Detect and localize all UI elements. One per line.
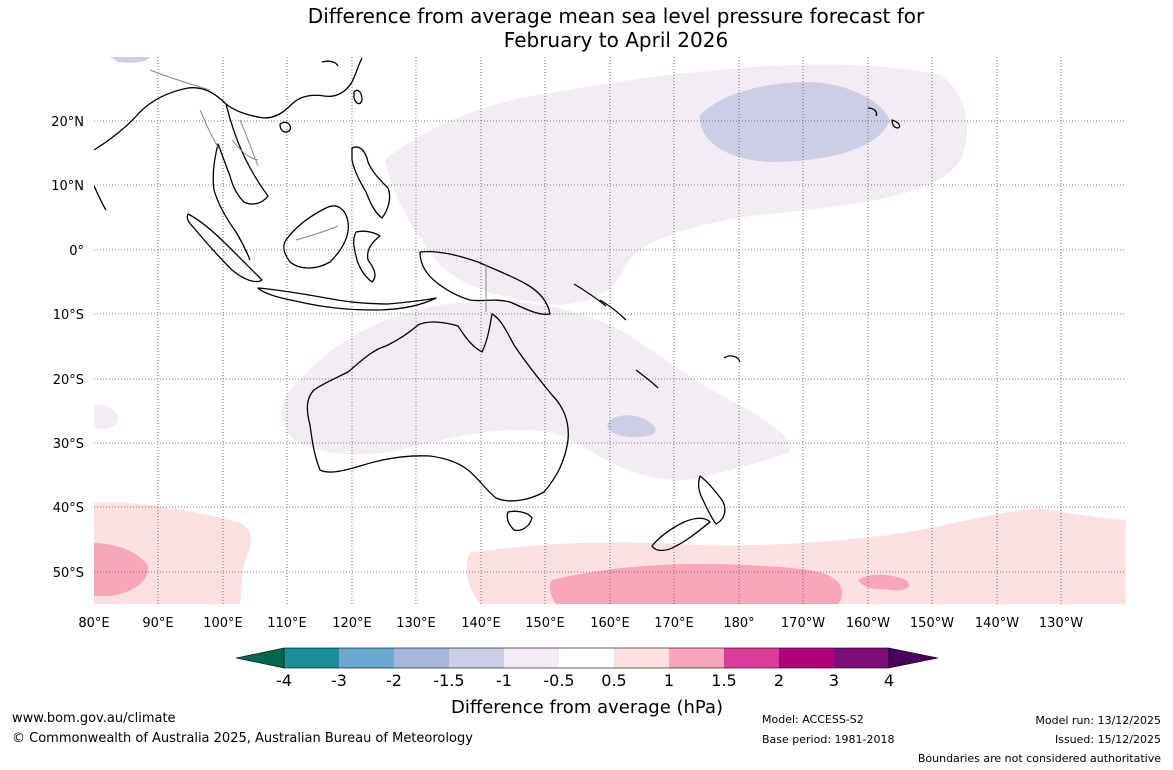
coastline-japan-south [321, 60, 339, 67]
coastline-new-guinea [419, 250, 551, 315]
colorbar-segment [339, 648, 394, 668]
colorbar-tick-label: 4 [884, 671, 894, 690]
lat-label: 0° [69, 244, 84, 259]
lon-label: 100°E [203, 616, 243, 631]
colorbar: -4 -3 -2 -1.5 -1 -0.5 0.5 1 1.5 2 3 4 [235, 647, 939, 690]
lat-label: 20°N [51, 115, 84, 130]
colorbar-tick-label: 1 [664, 671, 674, 690]
lat-label: 50°S [53, 566, 84, 581]
coastline-borneo [283, 205, 349, 269]
coastline-fiji [723, 355, 741, 363]
title-line-2: February to April 2026 [503, 28, 729, 52]
lon-label: 150°W [910, 616, 954, 631]
anomaly-area-pink-southwest [94, 543, 149, 596]
coastline-new-zealand-south [651, 517, 711, 552]
colorbar-segment [834, 648, 889, 668]
colorbar-segment [394, 648, 449, 668]
lat-label: 10°N [51, 179, 84, 194]
lon-label: 140°W [975, 616, 1019, 631]
anomaly-area-purple-north [699, 82, 890, 162]
coastline-solomon-islands [573, 283, 627, 321]
anomaly-area-light-purple-south [281, 301, 791, 481]
coastline-hainan [279, 121, 292, 133]
forecast-map: 80°E 90°E 100°E 110°E 120°E 130°E 140°E … [51, 57, 1126, 690]
colorbar-segment [614, 648, 669, 668]
anomaly-area-pink-south [549, 563, 843, 604]
colorbar-extend-low [235, 647, 285, 669]
coastline-java [257, 287, 437, 311]
anomaly-area-pink-small [858, 574, 910, 591]
colorbar-tick-label: -3 [331, 671, 347, 690]
colorbar-segment [449, 648, 504, 668]
coastline-new-caledonia [635, 369, 659, 389]
lon-label: 160°W [846, 616, 890, 631]
border-borneo [295, 225, 339, 241]
colorbar-tick-label: -2 [386, 671, 402, 690]
lon-label: 140°E [461, 616, 501, 631]
anomaly-area-light-purple-west [94, 404, 118, 429]
lat-label: 20°S [53, 373, 84, 388]
lon-label: 130°W [1039, 616, 1083, 631]
colorbar-title-area: Difference from average (hPa) [451, 697, 723, 718]
colorbar-outline [283, 647, 890, 669]
lat-label: 40°S [53, 501, 84, 516]
country-borders [149, 69, 487, 312]
coastlines [94, 57, 901, 552]
boundaries-disclaimer: Boundaries are not considered authoritat… [917, 752, 1161, 765]
colorbar-segment [724, 648, 779, 668]
lon-label: 150°E [525, 616, 565, 631]
colorbar-segment [559, 648, 614, 668]
issued-date: Issued: 15/12/2025 [1054, 733, 1161, 746]
lon-label: 170°E [654, 616, 694, 631]
website-link[interactable]: www.bom.gov.au/climate [12, 711, 176, 726]
coastline-india [94, 185, 107, 211]
anomaly-area-purple-top [110, 57, 150, 63]
lon-label: 160°E [590, 616, 630, 631]
latitude-labels: 20°N 10°N 0° 10°S 20°S 30°S 40°S 50°S [51, 115, 84, 581]
colorbar-segment [284, 648, 339, 668]
colorbar-segment [669, 648, 724, 668]
model-name: Model: ACCESS-S2 [762, 713, 864, 726]
coastline-tasmania [506, 510, 533, 532]
coastline-southeast-asia [94, 57, 363, 261]
coastline-sulawesi [353, 230, 381, 283]
colorbar-tick-label: 0.5 [601, 671, 626, 690]
colorbar-title: Difference from average (hPa) [451, 697, 723, 718]
anomaly-area-purple-south [607, 415, 656, 438]
colorbar-tick-label: 3 [829, 671, 839, 690]
colorbar-tick-label: 1.5 [711, 671, 736, 690]
lon-label: 80°E [78, 616, 109, 631]
coastline-new-zealand-north [698, 475, 726, 525]
lon-label: 130°E [396, 616, 436, 631]
coastline-australia [306, 313, 569, 502]
copyright-text: © Commonwealth of Australia 2025, Austra… [12, 731, 473, 746]
lon-label: 120°E [332, 616, 372, 631]
longitude-labels: 80°E 90°E 100°E 110°E 120°E 130°E 140°E … [78, 616, 1083, 631]
colorbar-tick-label: -4 [276, 671, 292, 690]
lon-label: 180° [723, 616, 754, 631]
lon-label: 170°W [781, 616, 825, 631]
lat-label: 30°S [53, 437, 84, 452]
lon-label: 110°E [267, 616, 307, 631]
lon-label: 90°E [142, 616, 173, 631]
lat-label: 10°S [53, 308, 84, 323]
colorbar-extend-high [888, 647, 939, 669]
title-line-1: Difference from average mean sea level p… [307, 4, 925, 28]
base-period: Base period: 1981-2018 [762, 733, 895, 746]
coastline-philippines [351, 146, 391, 219]
model-run-date: Model run: 13/12/2025 [1035, 714, 1161, 727]
colorbar-tick-label: -0.5 [543, 671, 574, 690]
colorbar-segment [779, 648, 834, 668]
coastline-taiwan [353, 89, 363, 105]
colorbar-tick-label: -1.5 [433, 671, 464, 690]
colorbar-segment [504, 648, 559, 668]
coastline-sumatra [186, 213, 263, 283]
colorbar-tick-label: -1 [496, 671, 512, 690]
border-mainland-asia [149, 69, 259, 167]
map-title: Difference from average mean sea level p… [0, 4, 1173, 52]
colorbar-tick-label: 2 [774, 671, 784, 690]
gridlines [94, 57, 1126, 604]
colorbar-tick-labels: -4 -3 -2 -1.5 -1 -0.5 0.5 1 1.5 2 3 4 [276, 671, 894, 690]
coastline-hawaii [867, 107, 901, 129]
